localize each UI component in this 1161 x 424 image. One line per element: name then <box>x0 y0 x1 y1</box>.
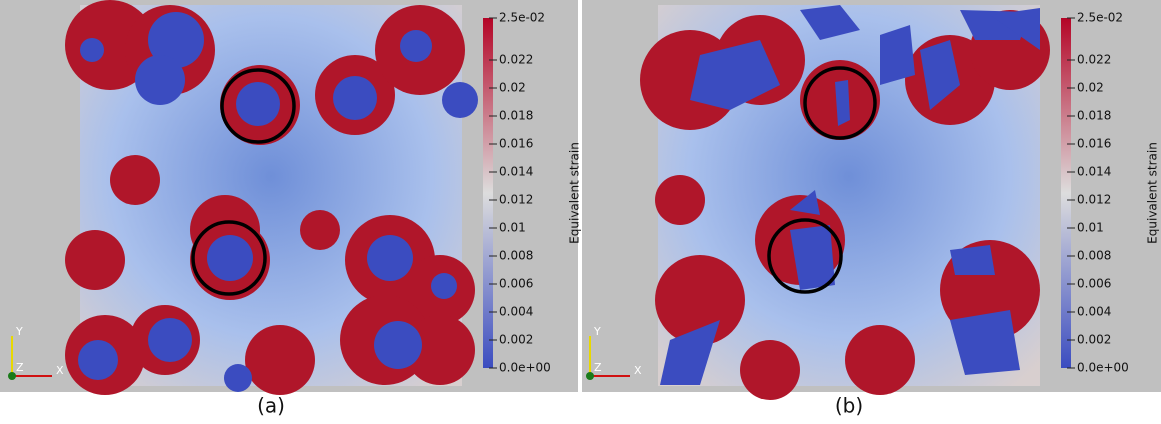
colorbar-tick-label: 0.008 <box>499 249 533 263</box>
colorbar-tick-label: 0.004 <box>499 305 533 319</box>
axis-origin <box>586 372 594 380</box>
axis-label: X <box>56 364 64 377</box>
colorbar-title: Equivalent strain <box>568 142 582 244</box>
colorbar <box>1061 18 1071 368</box>
colorbar-tick-label: 0.014 <box>499 165 533 179</box>
colorbar-tick-label: 0.012 <box>499 193 533 207</box>
strain-field <box>640 5 1050 400</box>
colorbar-tick-label: 0.016 <box>1077 137 1111 151</box>
panel-label: (a) <box>257 394 285 418</box>
colorbar-tick-label: 0.004 <box>1077 305 1111 319</box>
colorbar-tick-label: 0.02 <box>499 81 526 95</box>
axis-label: X <box>634 364 642 377</box>
axis-label: Z <box>16 361 24 374</box>
colorbar-tick-label: 0.006 <box>1077 277 1111 291</box>
colorbar-tick-label: 0.002 <box>499 333 533 347</box>
axis-origin <box>8 372 16 380</box>
colorbar-tick-label: 0.02 <box>1077 81 1104 95</box>
colorbar-tick-label: 0.002 <box>1077 333 1111 347</box>
panel-label: (b) <box>835 394 863 418</box>
colorbar <box>483 18 493 368</box>
axis-label: Y <box>593 325 601 338</box>
colorbar-tick-label: 0.008 <box>1077 249 1111 263</box>
colorbar-tick-label: 0.006 <box>499 277 533 291</box>
colorbar-tick-label: 0.0e+00 <box>1077 361 1129 375</box>
strain-field <box>65 0 478 395</box>
colorbar-tick-label: 0.012 <box>1077 193 1111 207</box>
colorbar-tick-label: 0.014 <box>1077 165 1111 179</box>
axis-label: Z <box>594 361 602 374</box>
colorbar-tick-label: 2.5e-02 <box>1077 11 1123 25</box>
colorbar-tick-label: 0.01 <box>499 221 526 235</box>
colorbar-tick-label: 0.0e+00 <box>499 361 551 375</box>
colorbar-tick-label: 0.018 <box>499 109 533 123</box>
colorbar-tick-label: 0.018 <box>1077 109 1111 123</box>
colorbar-title: Equivalent strain <box>1146 142 1160 244</box>
colorbar-tick-label: 0.022 <box>1077 53 1111 67</box>
axis-label: Y <box>15 325 23 338</box>
colorbar-tick-label: 0.016 <box>499 137 533 151</box>
colorbar-tick-label: 0.01 <box>1077 221 1104 235</box>
colorbar-tick-label: 0.022 <box>499 53 533 67</box>
colorbar-tick-label: 2.5e-02 <box>499 11 545 25</box>
